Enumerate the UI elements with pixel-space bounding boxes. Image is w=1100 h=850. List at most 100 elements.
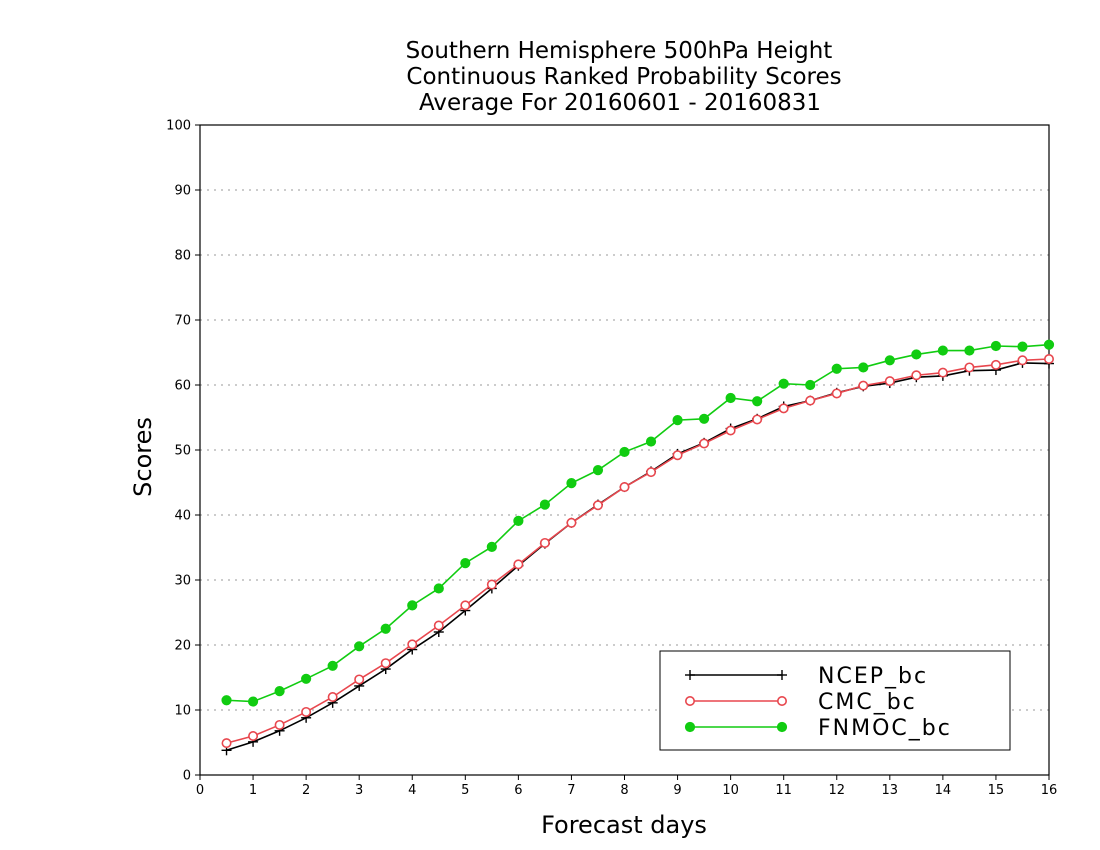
data-point-cmc-bc xyxy=(1044,353,1055,364)
legend-label-fnmoc-bc: FNMOC_bc xyxy=(818,716,952,741)
y-tick-label: 30 xyxy=(174,574,191,589)
data-point-cmc-bc xyxy=(646,467,657,478)
x-tick-label: 6 xyxy=(514,783,522,798)
y-tick-label: 20 xyxy=(174,639,191,654)
y-tick-label: 60 xyxy=(174,379,191,394)
x-tick-label: 8 xyxy=(620,783,628,798)
data-point-cmc-bc xyxy=(221,738,232,749)
x-axis-label: Forecast days xyxy=(541,811,707,839)
x-tick-label: 15 xyxy=(988,783,1005,798)
x-axis-ticks: 0 1 2 3 4 5 6 7 8 9 10 11 12 13 14 15 16 xyxy=(196,775,1057,798)
data-point-fnmoc-bc xyxy=(911,349,922,360)
data-point-cmc-bc xyxy=(513,559,524,570)
y-tick-label: 70 xyxy=(174,314,191,329)
data-point-cmc-bc xyxy=(460,600,471,611)
y-axis-ticks: 0 10 20 30 40 50 60 70 80 90 100 xyxy=(166,119,200,784)
y-tick-label: 50 xyxy=(174,444,191,459)
data-point-fnmoc-bc xyxy=(725,392,736,404)
data-point-cmc-bc xyxy=(699,438,710,449)
gridlines xyxy=(200,189,1049,711)
data-point-cmc-bc xyxy=(407,639,418,650)
data-point-cmc-bc xyxy=(327,691,338,702)
data-point-cmc-bc xyxy=(884,376,895,387)
legend-item-fnmoc-bc: FNMOC_bc xyxy=(684,716,952,741)
data-point-fnmoc-bc xyxy=(221,695,232,706)
data-point-fnmoc-bc xyxy=(407,600,418,611)
data-point-fnmoc-bc xyxy=(486,541,497,552)
data-point-fnmoc-bc xyxy=(778,378,789,389)
data-point-cmc-bc xyxy=(964,362,975,373)
data-point-cmc-bc xyxy=(619,482,630,493)
data-point-fnmoc-bc xyxy=(274,686,285,697)
legend-marker-fnmoc-bc xyxy=(776,721,788,733)
data-point-cmc-bc xyxy=(805,395,816,406)
data-point-cmc-bc xyxy=(1017,355,1028,366)
data-series xyxy=(221,339,1055,756)
data-point-fnmoc-bc xyxy=(964,345,975,356)
data-point-fnmoc-bc xyxy=(566,478,577,489)
data-point-cmc-bc xyxy=(778,403,789,414)
chart-title-line-1: Southern Hemisphere 500hPa Height xyxy=(406,38,833,64)
y-tick-label: 80 xyxy=(174,249,191,264)
data-point-fnmoc-bc xyxy=(327,660,338,671)
data-point-cmc-bc xyxy=(672,450,683,461)
data-point-fnmoc-bc xyxy=(858,362,869,373)
data-point-fnmoc-bc xyxy=(619,446,630,458)
x-tick-label: 4 xyxy=(408,783,416,798)
data-point-cmc-bc xyxy=(990,359,1001,370)
data-point-fnmoc-bc xyxy=(460,558,471,569)
y-tick-label: 10 xyxy=(174,704,191,719)
data-point-fnmoc-bc xyxy=(433,583,444,594)
legend-label-ncep-bc: NCEP_bc xyxy=(818,664,928,689)
y-tick-label: 90 xyxy=(174,184,191,199)
data-point-cmc-bc xyxy=(486,579,497,590)
legend-marker-cmc-bc xyxy=(684,695,695,706)
x-tick-label: 13 xyxy=(882,783,899,798)
data-point-fnmoc-bc xyxy=(990,340,1002,352)
series-fnmoc-bc xyxy=(221,339,1055,707)
data-point-fnmoc-bc xyxy=(354,641,365,652)
legend-label-cmc-bc: CMC_bc xyxy=(818,690,917,715)
x-tick-label: 3 xyxy=(355,783,363,798)
data-point-cmc-bc xyxy=(725,425,736,436)
x-tick-label: 10 xyxy=(722,783,739,798)
data-point-fnmoc-bc xyxy=(752,396,763,407)
chart-title: Southern Hemisphere 500hPa Height Contin… xyxy=(406,38,842,116)
x-tick-label: 0 xyxy=(196,783,204,798)
data-point-fnmoc-bc xyxy=(247,696,259,707)
x-tick-label: 2 xyxy=(302,783,310,798)
data-point-fnmoc-bc xyxy=(805,379,816,391)
x-tick-label: 9 xyxy=(673,783,681,798)
data-point-fnmoc-bc xyxy=(884,355,895,366)
data-point-cmc-bc xyxy=(937,367,948,378)
series-line-fnmoc-bc xyxy=(226,343,1050,703)
data-point-fnmoc-bc xyxy=(672,415,683,426)
legend-item-cmc-bc: CMC_bc xyxy=(684,690,917,715)
x-tick-label: 16 xyxy=(1041,783,1058,798)
x-tick-label: 11 xyxy=(775,783,792,798)
data-point-cmc-bc xyxy=(592,500,603,511)
data-point-fnmoc-bc xyxy=(831,363,842,374)
chart-title-line-2: Continuous Ranked Probability Scores xyxy=(406,64,841,90)
y-tick-label: 0 xyxy=(183,769,191,784)
data-point-cmc-bc xyxy=(354,674,365,685)
data-point-fnmoc-bc xyxy=(1043,339,1055,350)
y-tick-label: 100 xyxy=(166,119,191,134)
data-point-cmc-bc xyxy=(274,719,285,730)
x-tick-label: 1 xyxy=(249,783,257,798)
data-point-cmc-bc xyxy=(380,658,391,669)
data-point-cmc-bc xyxy=(248,730,259,741)
data-point-cmc-bc xyxy=(831,388,842,399)
x-tick-label: 14 xyxy=(935,783,952,798)
data-point-fnmoc-bc xyxy=(592,465,604,476)
data-point-fnmoc-bc xyxy=(380,623,391,634)
data-point-fnmoc-bc xyxy=(645,436,657,447)
data-point-cmc-bc xyxy=(433,620,444,631)
data-point-cmc-bc xyxy=(566,517,577,528)
legend-marker-ncep-bc xyxy=(777,670,787,680)
data-point-cmc-bc xyxy=(911,370,922,381)
chart-title-line-3: Average For 20160601 - 20160831 xyxy=(419,90,821,116)
legend-marker-fnmoc-bc xyxy=(684,721,696,733)
